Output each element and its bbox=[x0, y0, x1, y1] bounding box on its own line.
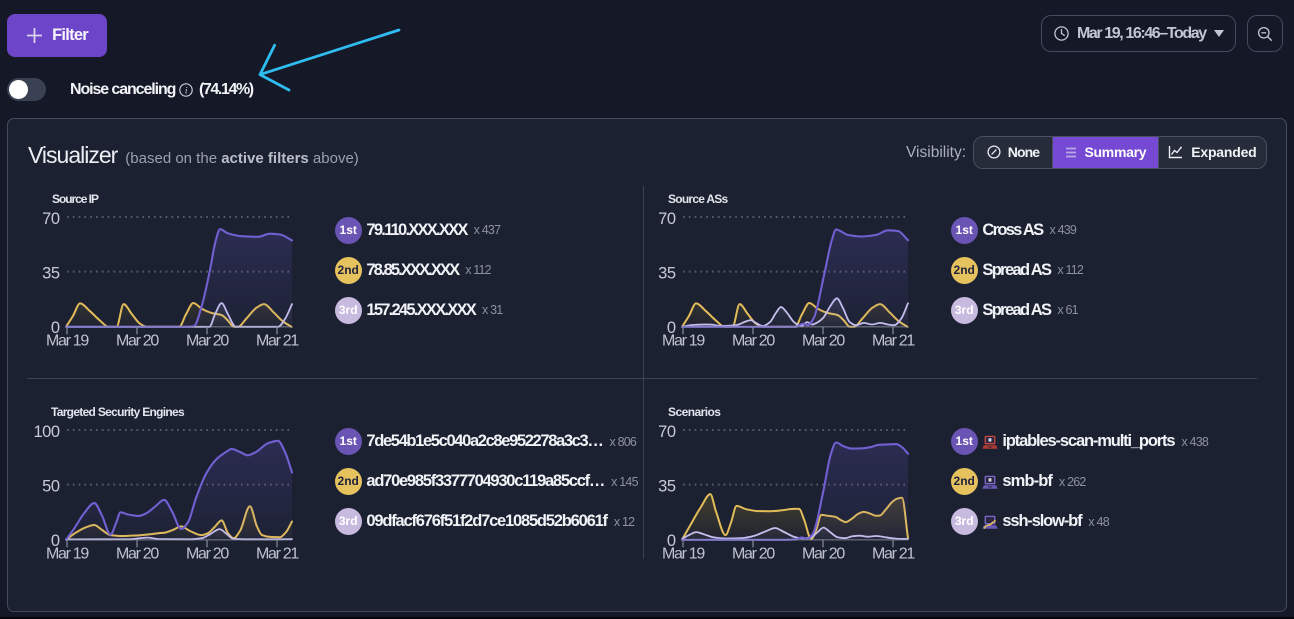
svg-text:Mar 21: Mar 21 bbox=[872, 545, 915, 562]
svg-text:70: 70 bbox=[658, 423, 676, 441]
svg-text:0: 0 bbox=[51, 532, 60, 550]
svg-text:35: 35 bbox=[658, 477, 676, 495]
svg-text:i: i bbox=[184, 86, 187, 96]
svg-text:Mar 19: Mar 19 bbox=[662, 332, 705, 349]
svg-text:Mar 20: Mar 20 bbox=[802, 545, 845, 562]
svg-text:50: 50 bbox=[42, 477, 60, 495]
svg-text:Mar 20: Mar 20 bbox=[186, 545, 229, 562]
svg-text:Mar 19: Mar 19 bbox=[46, 332, 89, 349]
svg-text:0: 0 bbox=[667, 319, 676, 337]
svg-text:70: 70 bbox=[42, 210, 60, 228]
svg-text:Mar 21: Mar 21 bbox=[256, 545, 299, 562]
svg-text:Mar 20: Mar 20 bbox=[186, 332, 229, 349]
svg-text:70: 70 bbox=[658, 210, 676, 228]
svg-text:Mar 19: Mar 19 bbox=[662, 545, 705, 562]
svg-text:0: 0 bbox=[667, 532, 676, 550]
svg-text:0: 0 bbox=[51, 319, 60, 337]
svg-text:Mar 20: Mar 20 bbox=[802, 332, 845, 349]
svg-text:Mar 19: Mar 19 bbox=[46, 545, 89, 562]
svg-text:35: 35 bbox=[42, 264, 60, 282]
svg-text:Mar 21: Mar 21 bbox=[872, 332, 915, 349]
svg-text:100: 100 bbox=[33, 423, 59, 441]
svg-text:Mar 20: Mar 20 bbox=[732, 332, 775, 349]
svg-text:Mar 20: Mar 20 bbox=[732, 545, 775, 562]
svg-text:35: 35 bbox=[658, 264, 676, 282]
svg-text:Mar 20: Mar 20 bbox=[116, 332, 159, 349]
svg-text:Mar 21: Mar 21 bbox=[256, 332, 299, 349]
svg-text:Mar 20: Mar 20 bbox=[116, 545, 159, 562]
